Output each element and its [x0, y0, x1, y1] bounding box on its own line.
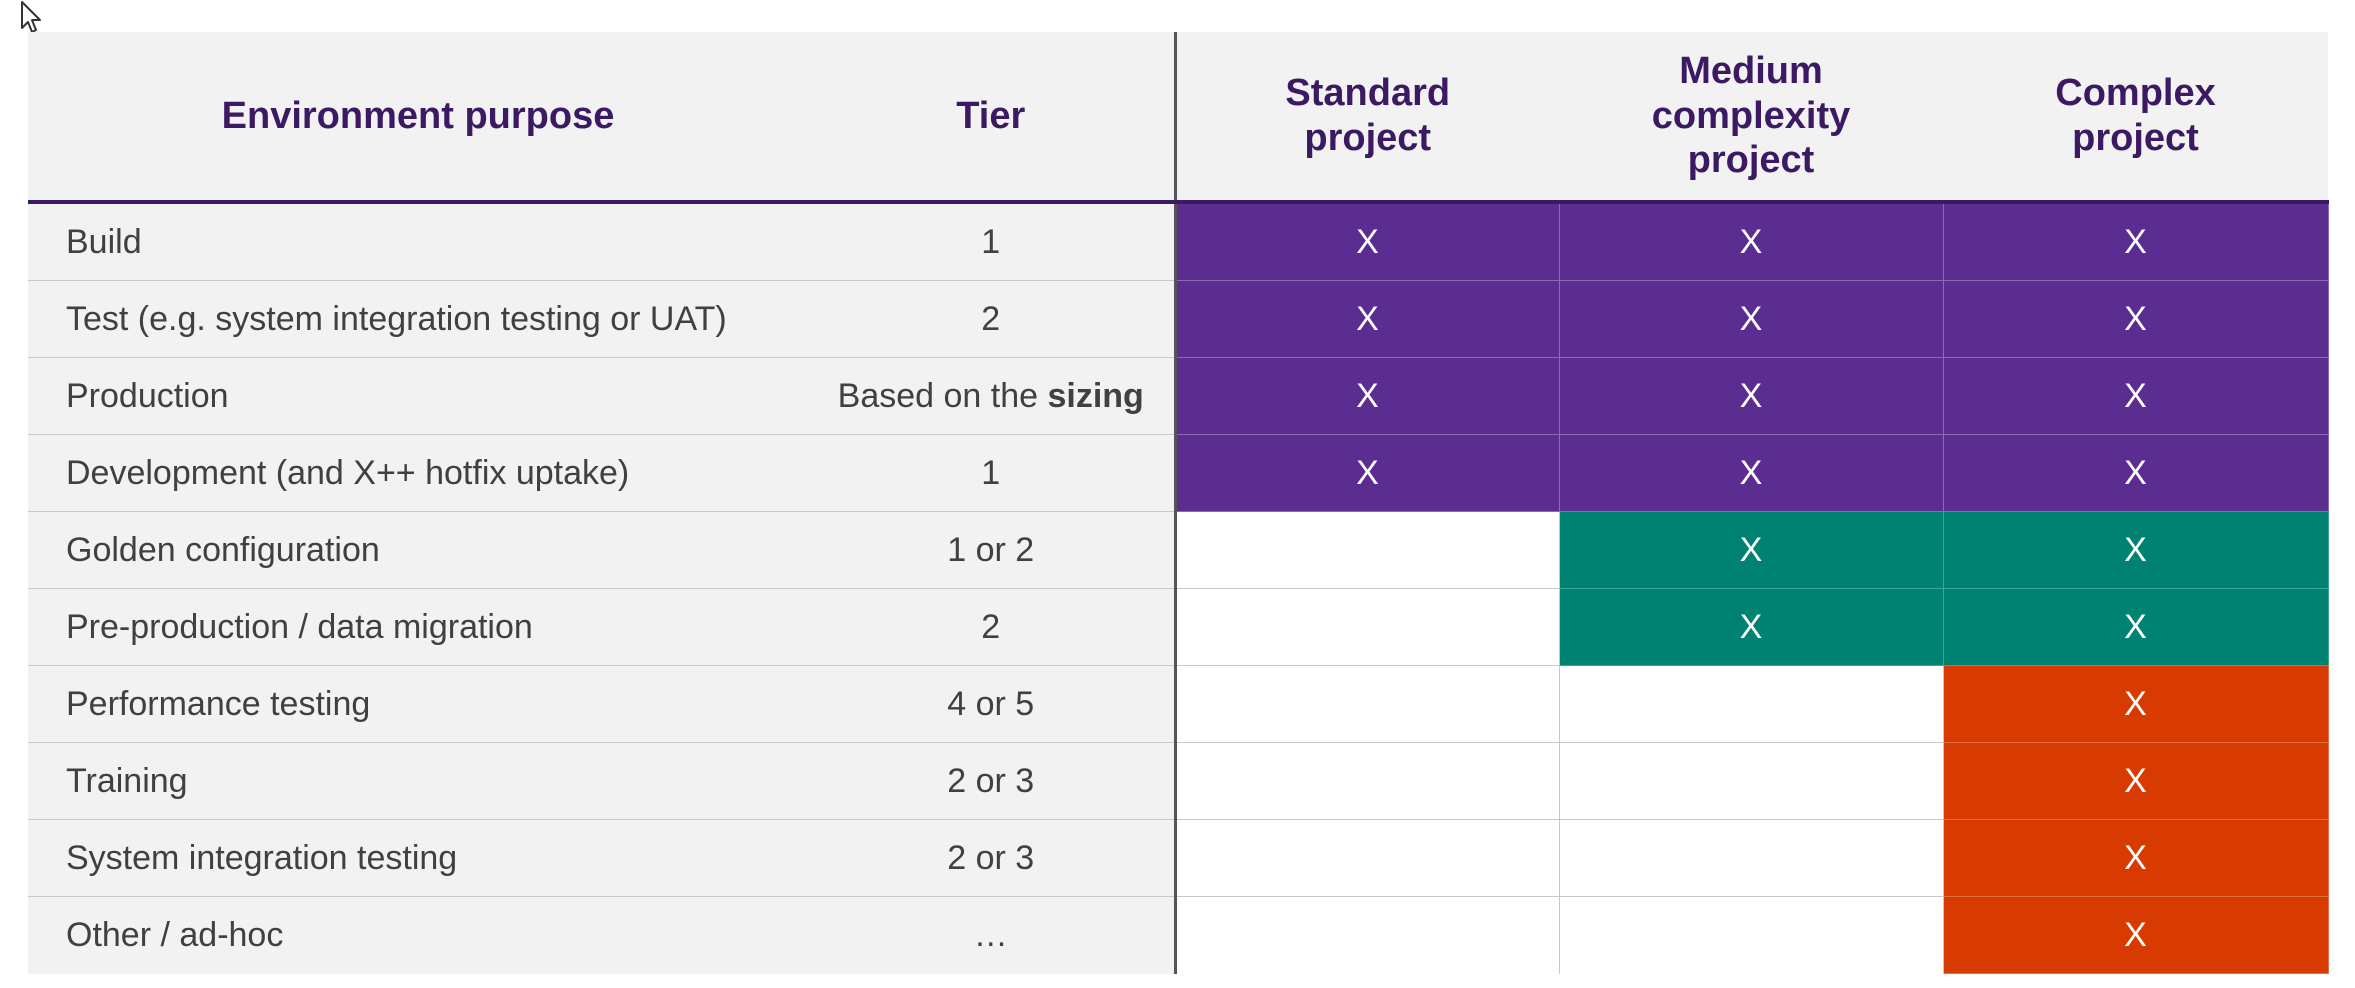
cell-medium: X — [1559, 202, 1944, 281]
row-purpose: Golden configuration — [28, 511, 808, 589]
row-tier: 4 or 5 — [808, 665, 1177, 743]
cell-standard: X — [1175, 202, 1560, 281]
cell-standard: X — [1175, 434, 1560, 512]
cell-standard — [1175, 588, 1560, 666]
cell-medium: X — [1559, 434, 1944, 512]
cell-standard: X — [1175, 280, 1560, 358]
row-tier: Based on the sizing — [808, 357, 1177, 435]
cell-complex: X — [1943, 511, 2329, 589]
cell-standard — [1175, 665, 1560, 743]
cell-complex: X — [1943, 819, 2329, 897]
table-row: Golden configuration 1 or 2 X X — [28, 511, 2329, 589]
cell-medium — [1559, 819, 1944, 897]
cell-complex: X — [1943, 357, 2329, 435]
table-row: Development (and X++ hotfix uptake) 1 X … — [28, 434, 2329, 512]
cell-complex: X — [1943, 434, 2329, 512]
cell-medium — [1559, 896, 1944, 974]
row-tier: 1 or 2 — [808, 511, 1177, 589]
row-purpose: Build — [28, 202, 808, 281]
table-row: Test (e.g. system integration testing or… — [28, 280, 2329, 358]
header-medium-project: Medium complexity project — [1559, 32, 1943, 204]
cell-complex: X — [1943, 896, 2329, 974]
row-purpose: Training — [28, 742, 808, 820]
row-tier: 2 — [808, 588, 1177, 666]
tier-sizing-keyword: sizing — [1047, 376, 1144, 415]
cell-standard — [1175, 511, 1560, 589]
header-standard-project: Standard project — [1175, 32, 1559, 204]
row-tier: 2 or 3 — [808, 819, 1177, 897]
row-purpose: Production — [28, 357, 808, 435]
header-complex-project: Complex project — [1943, 32, 2328, 204]
header-environment-purpose: Environment purpose — [28, 32, 808, 204]
header-tier: Tier — [808, 32, 1177, 204]
cell-complex: X — [1943, 280, 2329, 358]
table-row: Build 1 X X X — [28, 202, 2329, 281]
cell-complex: X — [1943, 742, 2329, 820]
row-purpose: Performance testing — [28, 665, 808, 743]
row-tier: 1 — [808, 202, 1177, 281]
row-purpose: Other / ad-hoc — [28, 896, 808, 974]
cell-complex: X — [1943, 202, 2329, 281]
row-purpose: System integration testing — [28, 819, 808, 897]
row-tier: 1 — [808, 434, 1177, 512]
row-tier: 2 or 3 — [808, 742, 1177, 820]
tier-prefix: Based on the — [837, 376, 1048, 415]
header-standard-project-label: Standard project — [1285, 72, 1451, 159]
row-purpose: Test (e.g. system integration testing or… — [28, 280, 808, 358]
cell-medium — [1559, 665, 1944, 743]
cell-complex: X — [1943, 665, 2329, 743]
cell-medium: X — [1559, 511, 1944, 589]
header-complex-project-label: Complex project — [2055, 72, 2216, 159]
environment-table-container: Environment purpose Tier Standard projec… — [28, 32, 2329, 974]
row-purpose: Development (and X++ hotfix uptake) — [28, 434, 808, 512]
row-tier: 2 — [808, 280, 1177, 358]
table-row: Pre-production / data migration 2 X X — [28, 588, 2329, 666]
cell-standard — [1175, 896, 1560, 974]
cell-standard: X — [1175, 357, 1560, 435]
cell-medium: X — [1559, 280, 1944, 358]
cell-standard — [1175, 742, 1560, 820]
cell-medium — [1559, 742, 1944, 820]
environment-table: Environment purpose Tier Standard projec… — [28, 32, 2329, 974]
mouse-cursor-icon — [21, 1, 41, 33]
cell-medium: X — [1559, 357, 1944, 435]
header-medium-project-label: Medium complexity project — [1651, 49, 1851, 182]
table-row: Production Based on the sizing X X X — [28, 357, 2329, 435]
table-row: System integration testing 2 or 3 X — [28, 819, 2329, 897]
row-tier: … — [808, 896, 1177, 974]
table-row: Training 2 or 3 X — [28, 742, 2329, 820]
cell-complex: X — [1943, 588, 2329, 666]
row-purpose: Pre-production / data migration — [28, 588, 808, 666]
cell-standard — [1175, 819, 1560, 897]
table-header-row: Environment purpose Tier Standard projec… — [28, 32, 2328, 204]
table-row: Performance testing 4 or 5 X — [28, 665, 2329, 743]
table-row: Other / ad-hoc … X — [28, 896, 2329, 974]
cell-medium: X — [1559, 588, 1944, 666]
